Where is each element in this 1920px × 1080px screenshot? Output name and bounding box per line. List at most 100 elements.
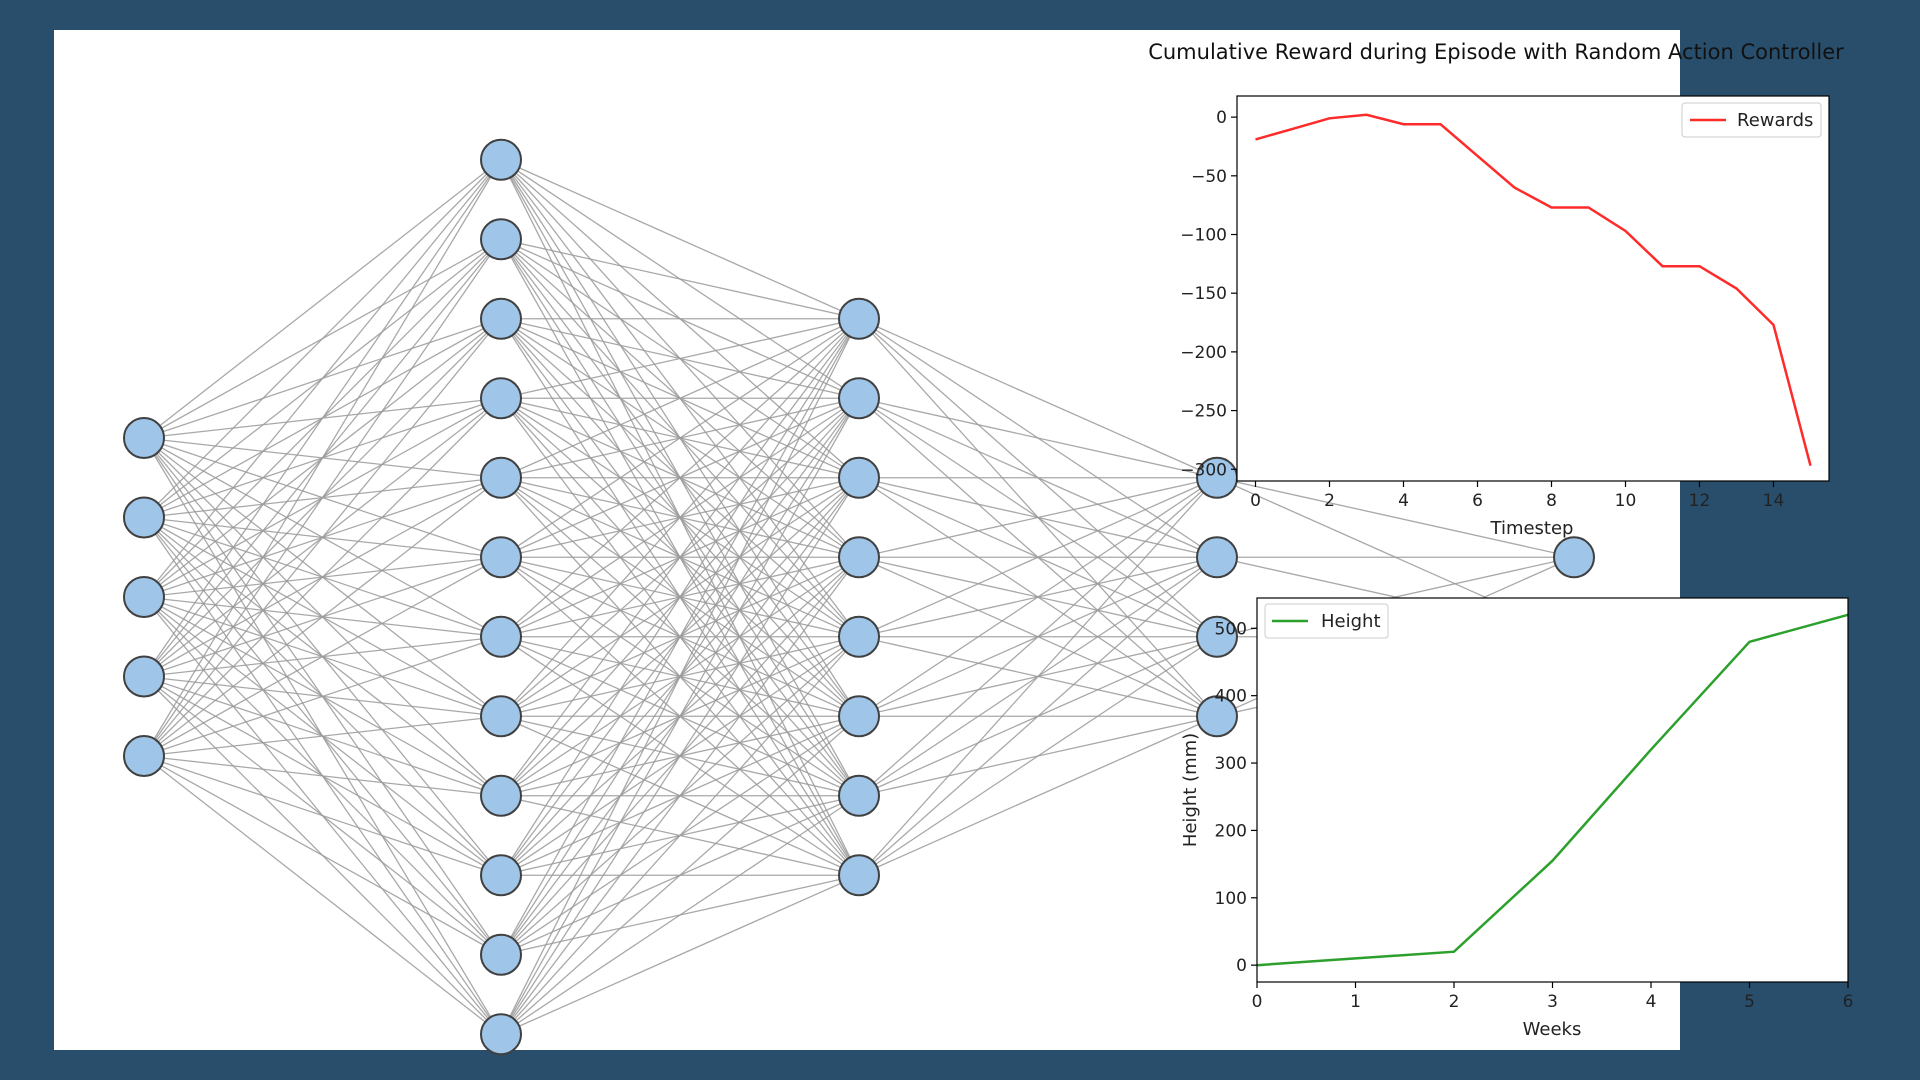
height-x-tick-label: 5: [1744, 992, 1755, 1012]
network-node-layer2-4: [480, 377, 522, 420]
reward-y-tick-label: −100: [1180, 226, 1227, 246]
network-node-layer3-5: [838, 615, 880, 658]
height-x-tick-label: 6: [1843, 992, 1854, 1012]
network-edge: [500, 556, 860, 1035]
height-series-line: [1256, 613, 1849, 967]
network-edge: [858, 477, 1218, 717]
network-edge: [143, 715, 502, 757]
reward-x-tick-label: 2: [1324, 491, 1335, 511]
network-edge: [143, 755, 502, 876]
network-edge: [858, 477, 1218, 797]
reward-x-tick-label: 12: [1689, 491, 1711, 511]
network-node-layer1-2: [123, 496, 165, 539]
reward-x-tick-label: 0: [1250, 491, 1261, 511]
network-node-layer4-3: [1196, 615, 1238, 658]
network-edge: [500, 318, 860, 876]
network-edge: [500, 318, 860, 956]
network-edge: [500, 159, 860, 320]
height-legend-box: [1264, 603, 1389, 639]
network-edge: [500, 318, 860, 717]
network-node-layer2-5: [480, 456, 522, 499]
network-node-layer3-8: [838, 854, 880, 897]
network-edge: [143, 755, 502, 797]
height-x-tick-label: 0: [1252, 992, 1263, 1012]
network-node-layer5-1: [1553, 536, 1595, 579]
height-y-axis-label: Height (mm): [1180, 733, 1201, 847]
network-edge: [143, 755, 502, 1035]
network-edge: [500, 238, 860, 320]
network-edge: [500, 318, 860, 797]
network-edge: [858, 397, 1218, 479]
network-edge: [500, 397, 860, 1035]
network-edge: [143, 159, 502, 677]
reward-x-tick-label: 14: [1763, 491, 1785, 511]
reward-y-tick-label: −250: [1180, 402, 1227, 422]
reward-chart-title: Cumulative Reward during Episode with Ra…: [1148, 40, 1844, 64]
network-edge: [143, 159, 502, 598]
network-edge: [858, 636, 1218, 876]
height-chart: 0 1 2 3 4 5 6 0 100 200 300 400 500 Weeks Height (mm…: [1180, 597, 1854, 1040]
network-node-layer2-11: [480, 933, 522, 976]
network-edge: [858, 715, 1218, 876]
reward-plot-area: [1237, 96, 1829, 481]
reward-legend-label: Rewards: [1737, 110, 1813, 131]
height-x-tick-label: 4: [1646, 992, 1657, 1012]
network-edge: [500, 636, 860, 1035]
network-edge: [143, 397, 502, 757]
network-edge: [500, 318, 860, 479]
network-edge: [858, 477, 1218, 638]
network-node-layer2-7: [480, 615, 522, 658]
network-node-layer3-4: [838, 536, 880, 579]
network-node-layer2-9: [480, 774, 522, 817]
height-plot-frame: [1256, 597, 1849, 983]
reward-plot-frame: [1236, 95, 1830, 482]
reward-y-tick-label: −150: [1180, 284, 1227, 304]
network-node-layer4-4: [1196, 695, 1238, 738]
network-edge: [858, 318, 1218, 479]
network-edge: [858, 477, 1218, 876]
network-edges: [143, 159, 1575, 1035]
network-node-layer2-6: [480, 536, 522, 579]
network-nodes: [123, 138, 1595, 1056]
height-y-tick-label: 0: [1236, 956, 1247, 976]
network-node-layer3-6: [838, 695, 880, 738]
height-axis-ticks: 0 1 2 3 4 5 6 0 100 200 300 400 500: [1215, 619, 1854, 1012]
height-y-tick-label: 100: [1215, 889, 1247, 909]
height-x-axis-label: Weeks: [1523, 1019, 1582, 1040]
network-edge: [143, 159, 502, 757]
network-edge: [858, 556, 1218, 876]
reward-chart: Cumulative Reward during Episode with Ra…: [1148, 40, 1844, 539]
height-y-tick-label: 200: [1215, 821, 1247, 841]
network-node-layer1-1: [123, 417, 165, 459]
network-node-layer2-1: [480, 138, 522, 181]
reward-series-line: [1255, 113, 1812, 467]
network-edge: [500, 874, 860, 1035]
height-x-tick-label: 3: [1547, 992, 1558, 1012]
reward-y-tick-label: −200: [1180, 343, 1227, 363]
network-node-layer3-1: [838, 297, 880, 340]
network-edge: [143, 159, 502, 518]
reward-y-tick-label: −300: [1180, 460, 1227, 480]
reward-x-axis-label: Timestep: [1490, 518, 1574, 539]
network-edge: [500, 715, 860, 1035]
network-node-layer3-2: [838, 377, 880, 420]
network-edge: [500, 477, 860, 1035]
network-node-layer2-10: [480, 854, 522, 897]
network-edge: [143, 477, 502, 757]
reward-legend-box: [1681, 102, 1822, 138]
network-edge: [500, 795, 860, 1035]
reward-axis-ticks: 0 2 4 6 8 10 12 14 0 −50 −100 −150 −200 −250 −300: [1180, 108, 1784, 511]
network-node-layer3-7: [838, 774, 880, 817]
reward-legend: Rewards: [1681, 102, 1822, 138]
height-legend: Height: [1264, 603, 1389, 639]
network-edge: [500, 318, 860, 1035]
network-node-layer4-2: [1196, 536, 1238, 579]
network-edge: [500, 318, 860, 399]
network-edge: [143, 636, 502, 757]
reward-x-tick-label: 10: [1615, 491, 1637, 511]
network-node-layer1-3: [123, 576, 165, 618]
network-edge: [500, 318, 860, 638]
height-legend-label: Height: [1321, 611, 1381, 632]
height-y-tick-label: 300: [1215, 754, 1247, 774]
